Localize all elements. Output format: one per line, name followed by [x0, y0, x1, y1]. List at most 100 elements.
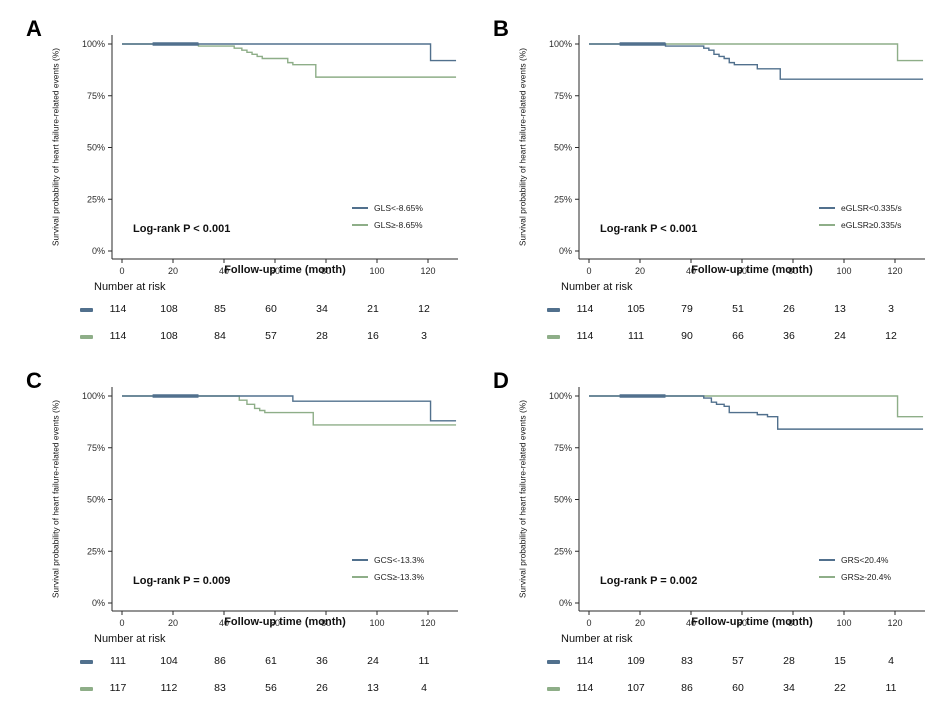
risk-swatch: [80, 660, 93, 664]
survival-curve: [589, 43, 924, 80]
risk-count: 57: [732, 655, 744, 667]
y-tick-label: 100%: [82, 391, 105, 401]
risk-count: 13: [834, 303, 846, 315]
x-tick-label: 120: [420, 266, 435, 276]
legend-entry: GCS<-13.3%: [352, 555, 424, 565]
y-tick-label: 0%: [559, 598, 572, 608]
risk-count: 84: [214, 330, 226, 342]
x-tick-label: 120: [887, 266, 902, 276]
risk-count: 83: [214, 682, 226, 694]
y-tick-label: 100%: [549, 391, 572, 401]
risk-count: 4: [888, 655, 894, 667]
risk-count: 36: [316, 655, 328, 667]
y-tick-label: 0%: [92, 598, 105, 608]
legend-entry: GRS<20.4%: [819, 555, 891, 565]
risk-table-title: Number at risk: [561, 281, 633, 293]
legend: GRS<20.4% GRS≥-20.4%: [819, 555, 891, 582]
log-rank-annotation: Log-rank P = 0.002: [600, 575, 698, 587]
risk-count: 15: [834, 655, 846, 667]
risk-count: 4: [421, 682, 427, 694]
x-tick-label: 60: [737, 266, 747, 276]
risk-count: 108: [160, 330, 178, 342]
x-tick-label: 60: [270, 618, 280, 628]
y-tick-label: 25%: [87, 194, 105, 204]
panel-letter: D: [493, 368, 509, 393]
risk-row: 117 112 83 56 26 13 4: [0, 682, 467, 696]
risk-count: 107: [627, 682, 645, 694]
risk-row: 114 107 86 60 34 22 11: [467, 682, 934, 696]
risk-table: Number at risk 111 104 86 61 36 24 11 117 112 83 5…: [0, 352, 467, 712]
risk-count: 21: [367, 303, 379, 315]
risk-swatch: [80, 335, 93, 339]
survival-plot-a: 100% 75% 50% 25% 0% 0 20 40 60 80 100 120: [82, 35, 458, 276]
risk-count: 117: [109, 682, 127, 694]
y-tick-label: 75%: [87, 91, 105, 101]
legend: GLS<-8.65% GLS≥-8.65%: [352, 203, 423, 230]
risk-count: 114: [576, 330, 594, 342]
risk-count: 85: [214, 303, 226, 315]
survival-curve: [122, 43, 457, 78]
risk-row: 111 104 86 61 36 24 11: [0, 655, 467, 669]
survival-curve: [122, 43, 457, 62]
y-tick-label: 50%: [87, 495, 105, 505]
survival-curve: [589, 395, 924, 430]
risk-count: 51: [732, 303, 744, 315]
risk-table-title: Number at risk: [94, 633, 166, 645]
x-tick-label: 20: [168, 618, 178, 628]
risk-row: 114 108 84 57 28 16 3: [0, 330, 467, 344]
panel-letter: B: [493, 16, 509, 41]
risk-table: Number at risk 114 105 79 51 26 13 3 114 111 90 66…: [467, 0, 934, 360]
risk-table-title: Number at risk: [94, 281, 166, 293]
x-tick-label: 40: [686, 266, 696, 276]
legend-label: GRS<20.4%: [841, 555, 889, 565]
y-tick-label: 50%: [554, 143, 572, 153]
risk-count: 56: [265, 682, 277, 694]
risk-row: 114 108 85 60 34 21 12: [0, 303, 467, 317]
risk-count: 86: [681, 682, 693, 694]
legend-swatch: [819, 559, 835, 561]
y-tick-label: 25%: [554, 194, 572, 204]
x-tick-label: 40: [219, 618, 229, 628]
legend-swatch: [819, 576, 835, 578]
x-tick-label: 100: [369, 618, 384, 628]
legend-label: eGLSR<0.335/s: [841, 203, 902, 213]
x-tick-label: 80: [788, 266, 798, 276]
y-tick-label: 75%: [554, 443, 572, 453]
legend-entry: eGLSR≥0.335/s: [819, 220, 902, 230]
risk-count: 83: [681, 655, 693, 667]
y-tick-label: 50%: [554, 495, 572, 505]
risk-count: 3: [421, 330, 427, 342]
risk-count: 60: [732, 682, 744, 694]
legend-entry: GRS≥-20.4%: [819, 572, 891, 582]
risk-count: 79: [681, 303, 693, 315]
risk-row: 114 111 90 66 36 24 12: [467, 330, 934, 344]
x-tick-label: 20: [635, 618, 645, 628]
legend: eGLSR<0.335/s eGLSR≥0.335/s: [819, 203, 902, 230]
risk-count: 3: [888, 303, 894, 315]
risk-count: 28: [316, 330, 328, 342]
legend-label: GLS≥-8.65%: [374, 220, 423, 230]
x-tick-label: 100: [369, 266, 384, 276]
x-axis-title: Follow-up time (month): [691, 616, 813, 628]
risk-count: 12: [885, 330, 897, 342]
legend-swatch: [352, 576, 368, 578]
x-axis-title: Follow-up time (month): [224, 616, 346, 628]
legend-entry: GCS≥-13.3%: [352, 572, 424, 582]
km-panel-a: 100% 75% 50% 25% 0% 0 20 40 60 80 100 120 A Surviva…: [0, 0, 467, 360]
risk-swatch: [547, 687, 560, 691]
risk-count: 114: [576, 655, 594, 667]
km-panel-c: 100% 75% 50% 25% 0% 0 20 40 60 80 100 120 C Surviva…: [0, 352, 467, 712]
survival-curve: [589, 43, 924, 62]
legend-swatch: [352, 224, 368, 226]
risk-count: 105: [627, 303, 645, 315]
y-tick-label: 25%: [554, 546, 572, 556]
risk-count: 114: [576, 682, 594, 694]
y-tick-label: 0%: [92, 246, 105, 256]
km-panel-b: 100% 75% 50% 25% 0% 0 20 40 60 80 100 120 B Surviva…: [467, 0, 934, 360]
x-tick-label: 60: [270, 266, 280, 276]
risk-count: 114: [109, 303, 127, 315]
log-rank-annotation: Log-rank P < 0.001: [133, 223, 231, 235]
survival-plot-b: 100% 75% 50% 25% 0% 0 20 40 60 80 100 120: [549, 35, 925, 276]
risk-count: 90: [681, 330, 693, 342]
legend-entry: eGLSR<0.335/s: [819, 203, 902, 213]
